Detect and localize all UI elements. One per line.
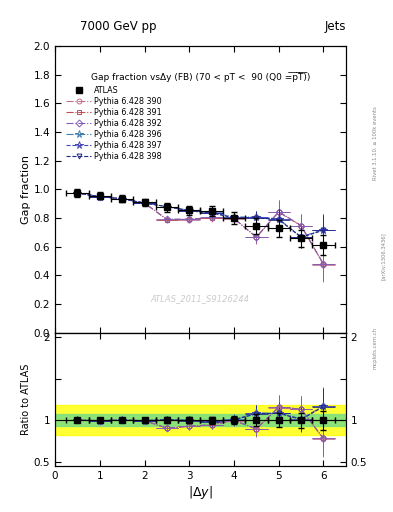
Text: mcplots.cern.ch: mcplots.cern.ch (373, 327, 378, 369)
Text: Gap fraction vsΔy (FB) (70 < pT <  90 (Q0 =͞p͞T͞)): Gap fraction vsΔy (FB) (70 < pT < 90 (Q0… (91, 72, 310, 82)
Text: 7000 GeV pp: 7000 GeV pp (80, 20, 156, 33)
Text: Jets: Jets (324, 20, 346, 33)
X-axis label: $|\Delta y|$: $|\Delta y|$ (188, 483, 213, 501)
Y-axis label: Ratio to ATLAS: Ratio to ATLAS (21, 364, 31, 435)
Text: ATLAS_2011_S9126244: ATLAS_2011_S9126244 (151, 294, 250, 303)
Y-axis label: Gap fraction: Gap fraction (21, 155, 31, 224)
Legend: ATLAS, Pythia 6.428 390, Pythia 6.428 391, Pythia 6.428 392, Pythia 6.428 396, P: ATLAS, Pythia 6.428 390, Pythia 6.428 39… (65, 84, 163, 163)
Text: Rivet 3.1.10, ≥ 100k events: Rivet 3.1.10, ≥ 100k events (373, 106, 378, 180)
Text: [arXiv:1306.3436]: [arXiv:1306.3436] (381, 232, 386, 280)
